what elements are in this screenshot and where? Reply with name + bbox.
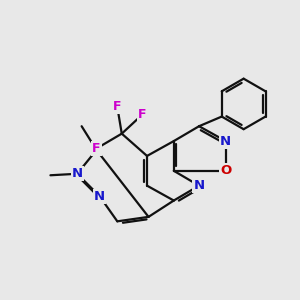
Text: O: O — [220, 164, 231, 177]
Text: N: N — [94, 190, 105, 202]
Text: N: N — [194, 179, 205, 192]
Text: F: F — [113, 100, 122, 113]
Text: F: F — [138, 108, 147, 121]
Text: N: N — [220, 135, 231, 148]
Text: N: N — [72, 167, 83, 180]
Text: F: F — [92, 142, 101, 155]
